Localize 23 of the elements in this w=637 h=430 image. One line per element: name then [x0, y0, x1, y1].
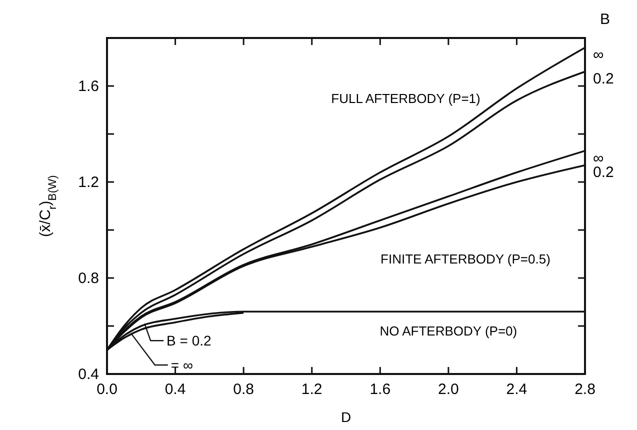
- annotation: ∞: [593, 150, 604, 167]
- annotation: = ∞: [170, 357, 193, 373]
- y-tick-label: 0.4: [78, 366, 99, 383]
- x-tick-label: 0.8: [233, 381, 254, 398]
- annotation: 0.2: [593, 70, 614, 88]
- y-tick-label: 0.8: [78, 270, 99, 287]
- y-tick-label: 1.6: [78, 78, 99, 95]
- x-tick-label: 2.0: [438, 381, 459, 398]
- x-tick-label: 2.8: [574, 381, 596, 398]
- annotation: FULL AFTERBODY (P=1): [331, 90, 480, 106]
- annotation: B = 0.2: [166, 332, 212, 349]
- annotation: FINITE AFTERBODY (P=0.5): [380, 252, 550, 267]
- x-tick-label: 1.2: [301, 381, 322, 398]
- x-tick-label: 0.4: [164, 381, 186, 398]
- annotation: NO AFTERBODY (P=0): [380, 324, 518, 339]
- annotation: 0.2: [593, 164, 614, 182]
- annotation: ∞: [593, 46, 604, 64]
- y-tick-label: 1.2: [78, 174, 99, 191]
- x-tick-label: 1.6: [370, 381, 391, 398]
- text: B: [600, 11, 610, 28]
- x-axis-title: D: [340, 409, 352, 425]
- x-tick-label: 0.0: [96, 381, 118, 398]
- x-tick-label: 2.4: [506, 381, 528, 398]
